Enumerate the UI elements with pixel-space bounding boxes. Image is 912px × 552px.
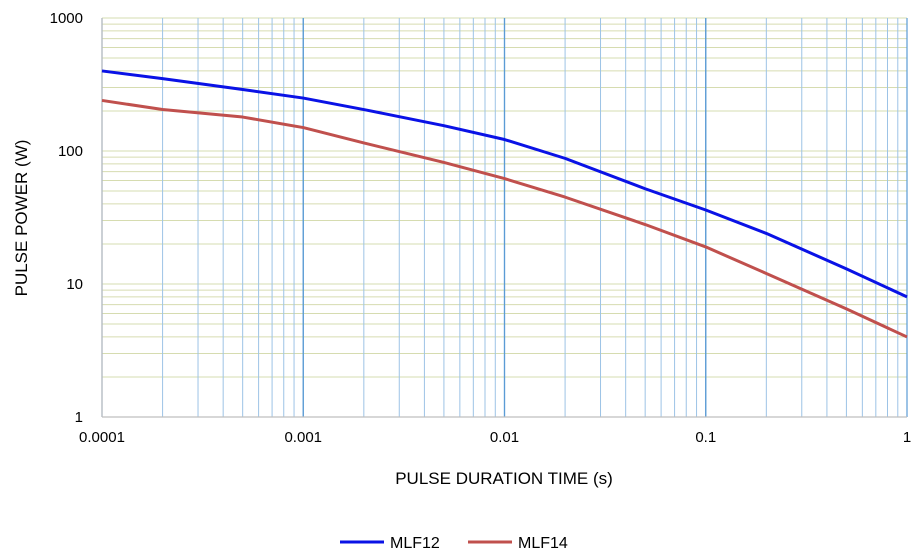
- series-layer: [101, 69, 908, 339]
- legend-label-mlf14: MLF14: [518, 535, 568, 552]
- x-tick-labels: 0.0001 0.001 0.01 0.1 1: [79, 429, 911, 446]
- x-tick-label: 1: [903, 429, 911, 446]
- y-tick-label: 100: [58, 143, 83, 160]
- legend-label-mlf12: MLF12: [390, 535, 440, 552]
- y-axis-title: PULSE POWER (W): [12, 140, 31, 297]
- x-tick-label: 0.1: [695, 429, 716, 446]
- y-tick-label: 10: [66, 276, 83, 293]
- series-line-mlf14: [101, 98, 908, 339]
- x-tick-label: 0.01: [490, 429, 519, 446]
- x-grid: [101, 18, 908, 417]
- series-line-mlf12: [101, 69, 908, 299]
- x-tick-label: 0.0001: [79, 429, 125, 446]
- x-axis-title: PULSE DURATION TIME (s): [395, 469, 613, 488]
- y-tick-label: 1000: [50, 10, 83, 27]
- y-tick-label: 1: [75, 409, 83, 426]
- y-tick-labels: 1 10 100 1000: [50, 10, 83, 426]
- legend: MLF12 MLF14: [340, 535, 568, 552]
- axes: [101, 18, 907, 418]
- x-tick-label: 0.001: [284, 429, 322, 446]
